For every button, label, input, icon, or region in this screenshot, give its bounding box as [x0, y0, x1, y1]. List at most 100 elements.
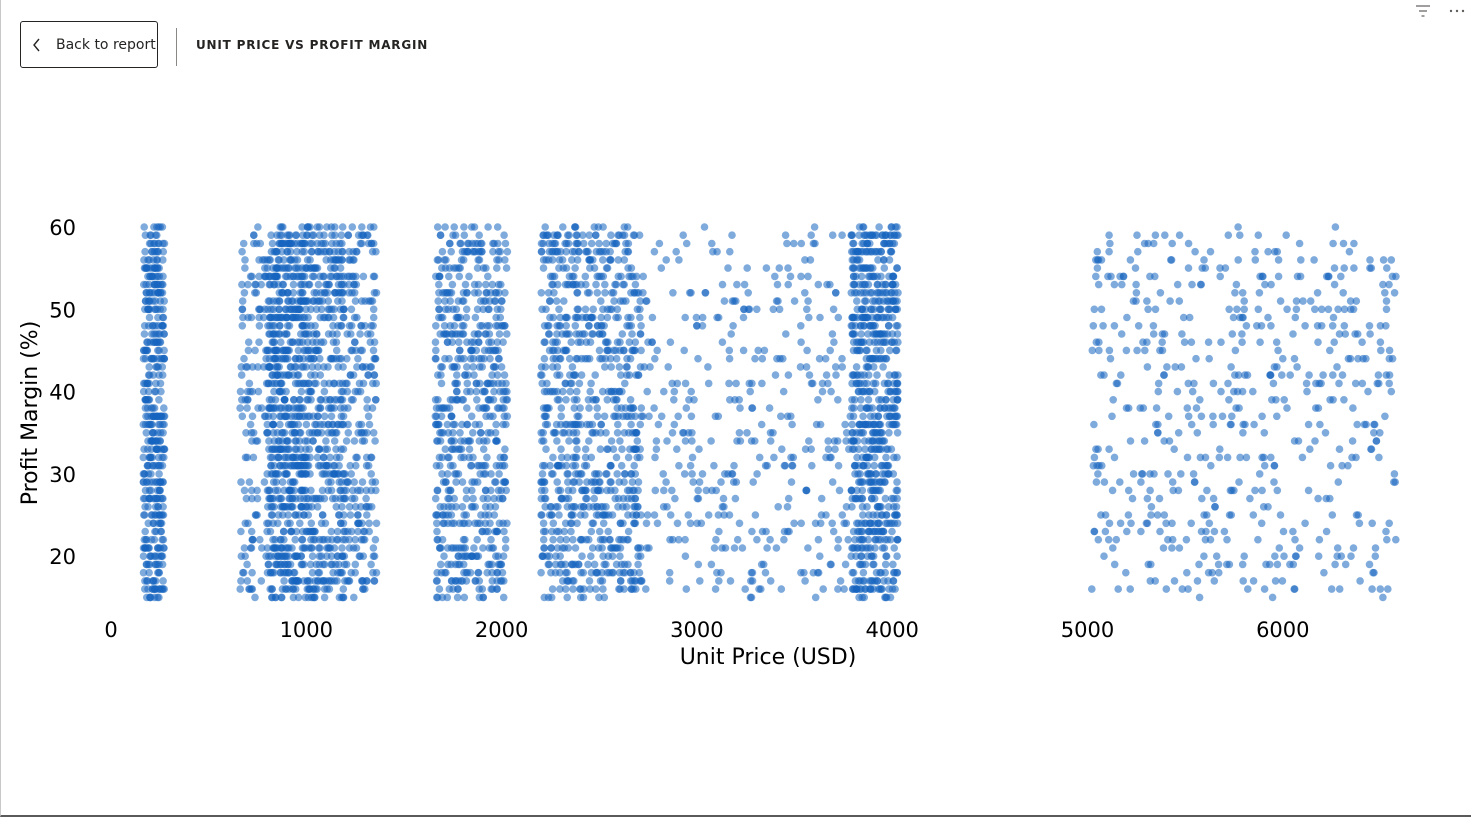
- scatter-point: [1249, 387, 1257, 396]
- scatter-point: [1202, 527, 1210, 536]
- scatter-point: [1174, 429, 1183, 437]
- scatter-point: [444, 519, 452, 528]
- scatter-point: [1251, 486, 1259, 495]
- scatter-point: [360, 437, 369, 445]
- scatter-point: [296, 289, 305, 297]
- scatter-point: [684, 429, 693, 437]
- scatter-point: [587, 568, 596, 577]
- scatter-point: [829, 527, 838, 536]
- scatter-point: [338, 289, 347, 297]
- scatter-point: [338, 396, 347, 404]
- scatter-point: [1299, 297, 1307, 305]
- scatter-point: [1090, 420, 1098, 429]
- scatter-point: [1298, 453, 1307, 462]
- scatter-point: [493, 371, 502, 379]
- scatter-point: [818, 379, 827, 388]
- scatter-point: [748, 568, 757, 577]
- scatter-point: [275, 297, 284, 305]
- scatter-point: [249, 453, 258, 462]
- scatter-point: [568, 247, 577, 256]
- scatter-point: [325, 280, 333, 289]
- scatter-point: [1184, 412, 1193, 421]
- scatter-point: [1131, 264, 1140, 272]
- scatter-point: [857, 322, 865, 330]
- scatter-point: [299, 231, 307, 239]
- scatter-point: [892, 486, 901, 495]
- scatter-point: [612, 280, 620, 289]
- scatter-point: [337, 445, 345, 454]
- scatter-point: [238, 280, 246, 289]
- scatter-point: [718, 338, 727, 347]
- scatter-point: [763, 461, 771, 470]
- scatter-point: [565, 437, 573, 445]
- scatter-point: [1333, 552, 1341, 560]
- scatter-point: [627, 420, 635, 429]
- more-options-icon[interactable]: [1447, 4, 1467, 16]
- scatter-point: [1216, 445, 1224, 454]
- scatter-point: [493, 585, 501, 593]
- scatter-point: [350, 478, 359, 486]
- scatter-point: [486, 519, 494, 528]
- scatter-point: [326, 453, 334, 462]
- scatter-point: [881, 560, 890, 569]
- scatter-point: [800, 568, 808, 577]
- scatter-point: [870, 494, 879, 503]
- scatter-point: [1365, 560, 1374, 569]
- scatter-point: [437, 412, 446, 421]
- scatter-point: [834, 313, 843, 322]
- scatter-point: [143, 346, 152, 355]
- scatter-point: [810, 223, 819, 231]
- scatter-point: [293, 272, 301, 281]
- scatter-point: [1112, 379, 1121, 388]
- scatter-point: [311, 429, 319, 437]
- scatter-point: [460, 231, 469, 239]
- scatter-point: [500, 527, 508, 536]
- scatter-point: [499, 593, 508, 602]
- scatter-point: [613, 470, 621, 478]
- scatter-point: [268, 322, 277, 330]
- scatter-point: [1321, 429, 1330, 437]
- scatter-point: [862, 289, 870, 297]
- scatter-point: [1341, 560, 1350, 569]
- scatter-point: [331, 223, 339, 231]
- scatter-point: [437, 568, 446, 577]
- scatter-point: [576, 404, 584, 412]
- scatter-point: [455, 346, 464, 355]
- filter-icon[interactable]: [1413, 3, 1433, 19]
- scatter-point: [314, 280, 323, 289]
- scatter-point: [344, 231, 353, 239]
- scatter-point: [1093, 461, 1101, 470]
- scatter-point: [1293, 363, 1301, 371]
- scatter-point: [351, 387, 360, 396]
- scatter-point: [834, 461, 843, 470]
- scatter-point: [890, 387, 899, 396]
- scatter-point: [160, 445, 168, 454]
- scatter-point: [1137, 527, 1145, 536]
- scatter-point: [870, 461, 878, 470]
- scatter-point: [566, 387, 574, 396]
- scatter-point: [797, 239, 806, 248]
- scatter-point: [265, 437, 273, 445]
- scatter-point: [1094, 535, 1103, 544]
- scatter-point: [827, 560, 835, 569]
- scatter-point: [158, 223, 167, 231]
- scatter-point: [157, 519, 166, 528]
- scatter-point: [743, 264, 751, 272]
- scatter-point: [327, 412, 336, 421]
- scatter-point: [310, 593, 319, 602]
- scatter-point: [365, 420, 374, 429]
- scatter-point: [874, 297, 883, 305]
- scatter-point: [324, 429, 333, 437]
- scatter-point: [662, 256, 670, 264]
- x-tick-label: 6000: [1256, 618, 1309, 642]
- scatter-point: [631, 494, 639, 503]
- scatter-point: [236, 585, 244, 593]
- scatter-point: [443, 420, 452, 429]
- scatter-point: [629, 404, 637, 412]
- scatter-point: [293, 247, 301, 256]
- back-to-report-button[interactable]: Back to report: [20, 21, 158, 68]
- scatter-point: [595, 239, 603, 248]
- back-button-label: Back to report: [56, 37, 156, 53]
- scatter-point: [635, 231, 644, 239]
- scatter-point: [312, 330, 321, 338]
